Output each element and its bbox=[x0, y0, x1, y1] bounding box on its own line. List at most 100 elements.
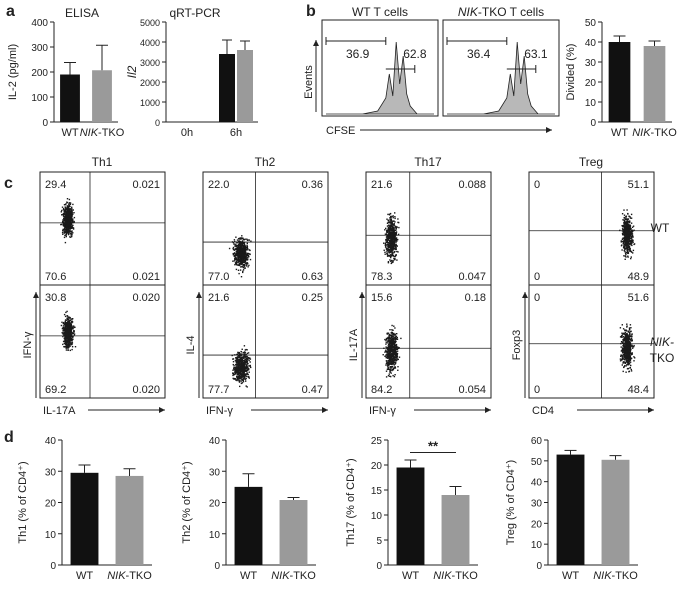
event-dot bbox=[249, 361, 251, 363]
event-dot bbox=[235, 379, 237, 381]
quadrant-ll: 78.3 bbox=[371, 271, 392, 283]
event-dot bbox=[242, 364, 245, 366]
event-dot bbox=[65, 346, 68, 348]
event-dot bbox=[629, 358, 632, 360]
event-dot bbox=[243, 267, 245, 269]
event-dot bbox=[394, 243, 396, 246]
event-dot bbox=[626, 345, 628, 348]
event-dot bbox=[68, 344, 70, 346]
event-dot bbox=[237, 253, 239, 256]
event-dot bbox=[393, 258, 395, 260]
y-axis-label: IL-2 (pg/ml) bbox=[7, 44, 19, 100]
event-dot bbox=[242, 351, 245, 354]
event-dot bbox=[239, 353, 242, 355]
event-dot bbox=[66, 228, 68, 230]
event-dot bbox=[67, 337, 69, 340]
event-dot bbox=[240, 241, 242, 243]
event-dot bbox=[64, 331, 66, 333]
event-dot bbox=[623, 224, 625, 226]
event-dot bbox=[630, 357, 633, 360]
event-dot bbox=[71, 210, 73, 212]
event-dot bbox=[623, 361, 625, 363]
event-dot bbox=[231, 354, 233, 357]
bar-wt bbox=[396, 467, 425, 565]
event-dot bbox=[632, 252, 634, 254]
event-dot bbox=[627, 251, 630, 253]
event-dot bbox=[247, 352, 250, 354]
event-dot bbox=[387, 242, 389, 244]
event-dot bbox=[621, 350, 624, 352]
event-dot bbox=[244, 238, 246, 240]
event-dot bbox=[395, 340, 397, 343]
event-dot bbox=[391, 357, 393, 359]
event-dot bbox=[232, 358, 234, 360]
event-dot bbox=[628, 360, 631, 362]
event-dot bbox=[71, 215, 73, 217]
event-dot bbox=[66, 225, 68, 227]
event-dot bbox=[385, 356, 387, 359]
event-dot bbox=[240, 380, 242, 382]
event-dot bbox=[633, 344, 635, 347]
event-dot bbox=[243, 256, 245, 258]
y-tick-label: 60 bbox=[531, 436, 543, 447]
event-dot bbox=[391, 369, 393, 372]
event-dot bbox=[245, 361, 247, 363]
event-dot bbox=[391, 215, 393, 217]
event-dot bbox=[394, 374, 396, 376]
event-dot bbox=[385, 244, 387, 246]
event-dot bbox=[62, 220, 64, 223]
event-dot bbox=[624, 248, 627, 250]
ko-cfse-gate-label: 36.4 bbox=[467, 47, 491, 61]
event-dot bbox=[239, 370, 242, 372]
event-dot bbox=[238, 371, 241, 373]
event-dot bbox=[68, 333, 71, 335]
event-dot bbox=[66, 211, 69, 214]
event-dot bbox=[625, 341, 627, 343]
event-dot bbox=[65, 222, 67, 224]
event-dot bbox=[61, 206, 64, 208]
event-dot bbox=[390, 222, 392, 225]
event-dot bbox=[391, 348, 393, 351]
event-dot bbox=[622, 358, 624, 360]
event-dot bbox=[390, 345, 392, 347]
event-dot bbox=[388, 242, 391, 245]
event-dot bbox=[625, 252, 628, 254]
event-dot bbox=[630, 364, 632, 367]
event-dot bbox=[246, 246, 248, 249]
event-dot bbox=[628, 363, 630, 366]
event-dot bbox=[393, 344, 396, 347]
event-dot bbox=[392, 329, 394, 331]
event-dot bbox=[392, 261, 394, 263]
event-dot bbox=[237, 269, 240, 271]
event-dot bbox=[392, 253, 394, 255]
event-dot bbox=[392, 338, 395, 340]
event-dot bbox=[244, 376, 246, 378]
event-dot bbox=[391, 362, 394, 364]
event-dot bbox=[393, 334, 395, 336]
event-dot bbox=[243, 370, 245, 372]
event-dot bbox=[237, 364, 239, 366]
event-dot bbox=[633, 360, 635, 362]
y-axis-label: Treg (% of CD4⁺) bbox=[505, 460, 517, 545]
event-dot bbox=[625, 365, 627, 367]
event-dot bbox=[396, 338, 399, 340]
event-dot bbox=[241, 363, 244, 365]
event-dot bbox=[72, 228, 75, 230]
event-dot bbox=[234, 371, 236, 374]
event-dot bbox=[392, 260, 394, 262]
event-dot bbox=[629, 355, 631, 357]
event-dot bbox=[237, 366, 239, 368]
event-dot bbox=[235, 244, 237, 246]
event-dot bbox=[70, 335, 73, 337]
event-dot bbox=[386, 355, 389, 357]
significance-label: ** bbox=[428, 439, 439, 454]
event-dot bbox=[390, 224, 392, 226]
event-dot bbox=[621, 238, 624, 240]
flow-title-th1: Th1 bbox=[92, 155, 113, 169]
event-dot bbox=[629, 342, 631, 344]
event-dot bbox=[387, 248, 389, 251]
bar-ko bbox=[643, 46, 666, 122]
event-dot bbox=[243, 253, 245, 255]
event-dot bbox=[241, 375, 243, 377]
event-dot bbox=[233, 365, 235, 367]
